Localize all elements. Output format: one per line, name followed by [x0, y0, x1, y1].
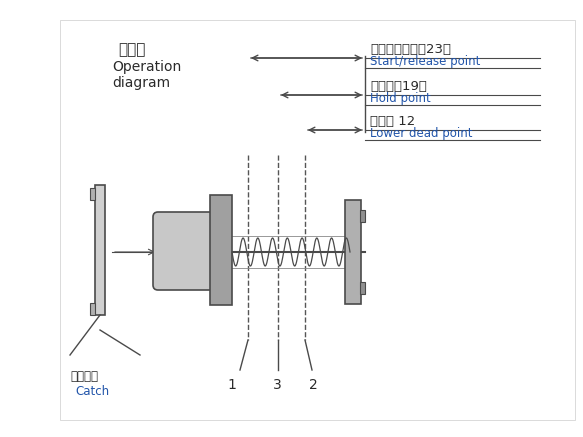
- Text: Start/release point: Start/release point: [370, 55, 480, 68]
- Text: Lower dead point: Lower dead point: [370, 127, 472, 140]
- Bar: [360, 210, 365, 222]
- Bar: [345, 200, 361, 304]
- Text: 3: 3: [273, 378, 282, 392]
- Bar: [360, 282, 365, 294]
- Text: Hold point: Hold point: [370, 92, 431, 105]
- Text: 1: 1: [227, 378, 237, 392]
- Text: 保持点（19）: 保持点（19）: [370, 80, 427, 93]
- Text: 2: 2: [308, 378, 317, 392]
- Text: diagram: diagram: [112, 76, 170, 90]
- Bar: [210, 195, 232, 305]
- Text: 作動図: 作動図: [118, 42, 145, 57]
- Text: Catch: Catch: [75, 385, 109, 398]
- Text: 受け金具: 受け金具: [70, 370, 98, 383]
- Bar: [95, 185, 105, 315]
- Bar: [60, 20, 575, 420]
- Text: 開始・開放点（23）: 開始・開放点（23）: [370, 43, 451, 56]
- Text: 下死点 12: 下死点 12: [370, 115, 415, 128]
- Text: Operation: Operation: [112, 60, 181, 74]
- Bar: [90, 303, 95, 315]
- Bar: [90, 188, 95, 200]
- FancyBboxPatch shape: [153, 212, 218, 290]
